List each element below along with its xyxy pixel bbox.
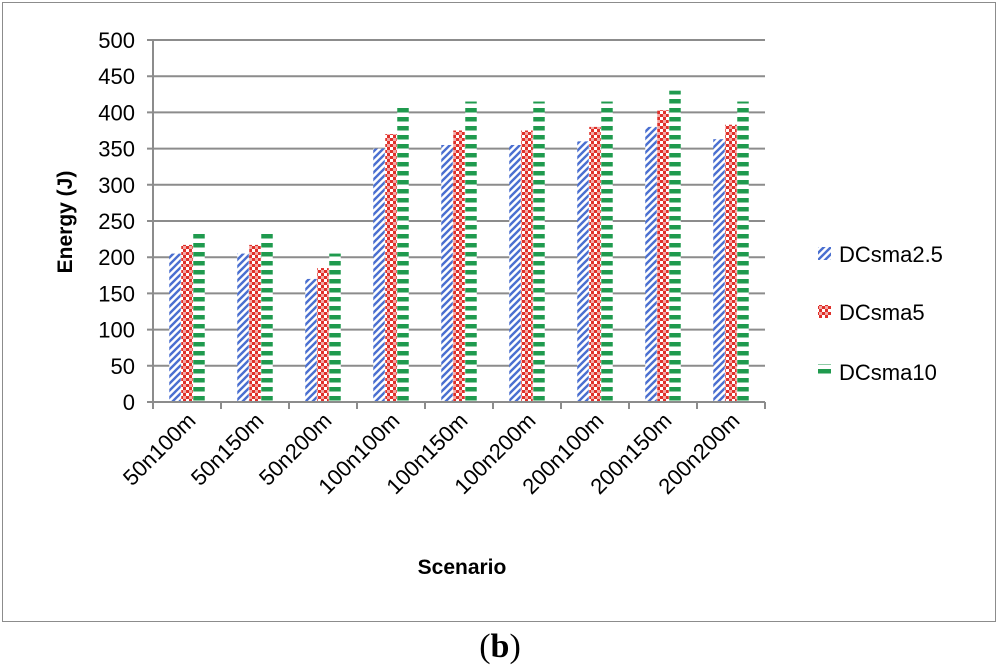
bar-dcsma5-200n150m <box>657 110 669 402</box>
bar-dcsma2-5-200n200m <box>713 139 725 403</box>
legend-swatch-dcsma2-5 <box>818 247 831 260</box>
y-tick-label-300: 300 <box>98 173 135 198</box>
y-tick-label-150: 150 <box>98 281 135 306</box>
bar-dcsma10-50n150m <box>261 230 273 402</box>
bar-dcsma2-5-100n100m <box>373 148 385 402</box>
y-tick-label-200: 200 <box>98 245 135 270</box>
bar-dcsma5-50n100m <box>181 244 193 402</box>
bar-dcsma10-50n200m <box>329 253 341 402</box>
bar-dcsma2-5-200n150m <box>645 126 657 402</box>
energy-bar-chart: 0 50 100 150 200 250 300 350 400 450 500 50n100m50… <box>54 28 943 579</box>
x-axis-title: Scenario <box>418 556 507 579</box>
bar-dcsma10-200n150m <box>669 90 681 403</box>
y-tick-label-400: 400 <box>98 100 135 125</box>
x-tick-labels: 50n100m50n150m50n200m100n100m100n150m100… <box>118 408 745 499</box>
y-tick-labels: 0 50 100 150 200 250 300 350 400 450 500 <box>98 28 135 415</box>
y-tick-label-50: 50 <box>111 354 135 379</box>
y-tick-label-100: 100 <box>98 318 135 343</box>
bar-dcsma2-5-100n200m <box>509 144 521 403</box>
bar-dcsma5-50n200m <box>317 268 329 402</box>
bar-dcsma10-200n200m <box>737 101 749 402</box>
bar-dcsma10-100n200m <box>533 101 545 402</box>
legend-label-dcsma5: DCsma5 <box>839 300 925 325</box>
bar-dcsma2-5-50n150m <box>237 253 249 402</box>
legend-label-dcsma10: DCsma10 <box>839 360 937 385</box>
bar-dcsma10-100n150m <box>465 101 477 402</box>
bar-dcsma5-100n200m <box>521 130 533 402</box>
y-tick-label-500: 500 <box>98 28 135 53</box>
y-tick-label-0: 0 <box>123 390 135 415</box>
y-axis-title: Energy (J) <box>54 171 77 274</box>
y-tick-label-250: 250 <box>98 209 135 234</box>
legend: DCsma2.5 DCsma5 DCsma10 <box>818 242 943 385</box>
bar-dcsma10-200n100m <box>601 101 613 402</box>
bar-dcsma10-100n100m <box>397 105 409 402</box>
x-tick-label-50n150m: 50n150m <box>186 408 269 491</box>
axes <box>147 40 766 409</box>
legend-swatch-dcsma5 <box>818 305 831 318</box>
bar-dcsma5-200n200m <box>725 124 737 402</box>
y-tick-label-350: 350 <box>98 137 135 162</box>
legend-label-dcsma2-5: DCsma2.5 <box>839 242 943 267</box>
y-tick-label-450: 450 <box>98 64 135 89</box>
bar-dcsma5-100n100m <box>385 134 397 402</box>
bar-dcsma2-5-50n200m <box>305 278 317 402</box>
bar-dcsma2-5-100n150m <box>441 144 453 403</box>
bar-dcsma5-50n150m <box>249 244 261 402</box>
x-tick-label-50n100m: 50n100m <box>118 408 201 491</box>
bars <box>169 90 749 403</box>
legend-swatch-dcsma10 <box>818 364 831 377</box>
bar-dcsma5-100n150m <box>453 130 465 402</box>
bar-dcsma2-5-200n100m <box>577 141 589 403</box>
figure-caption: (b) <box>479 628 521 665</box>
caption-letter: b <box>490 628 510 665</box>
bar-dcsma5-200n100m <box>589 126 601 402</box>
bar-dcsma2-5-50n100m <box>169 253 181 402</box>
bar-dcsma10-50n100m <box>193 230 205 402</box>
